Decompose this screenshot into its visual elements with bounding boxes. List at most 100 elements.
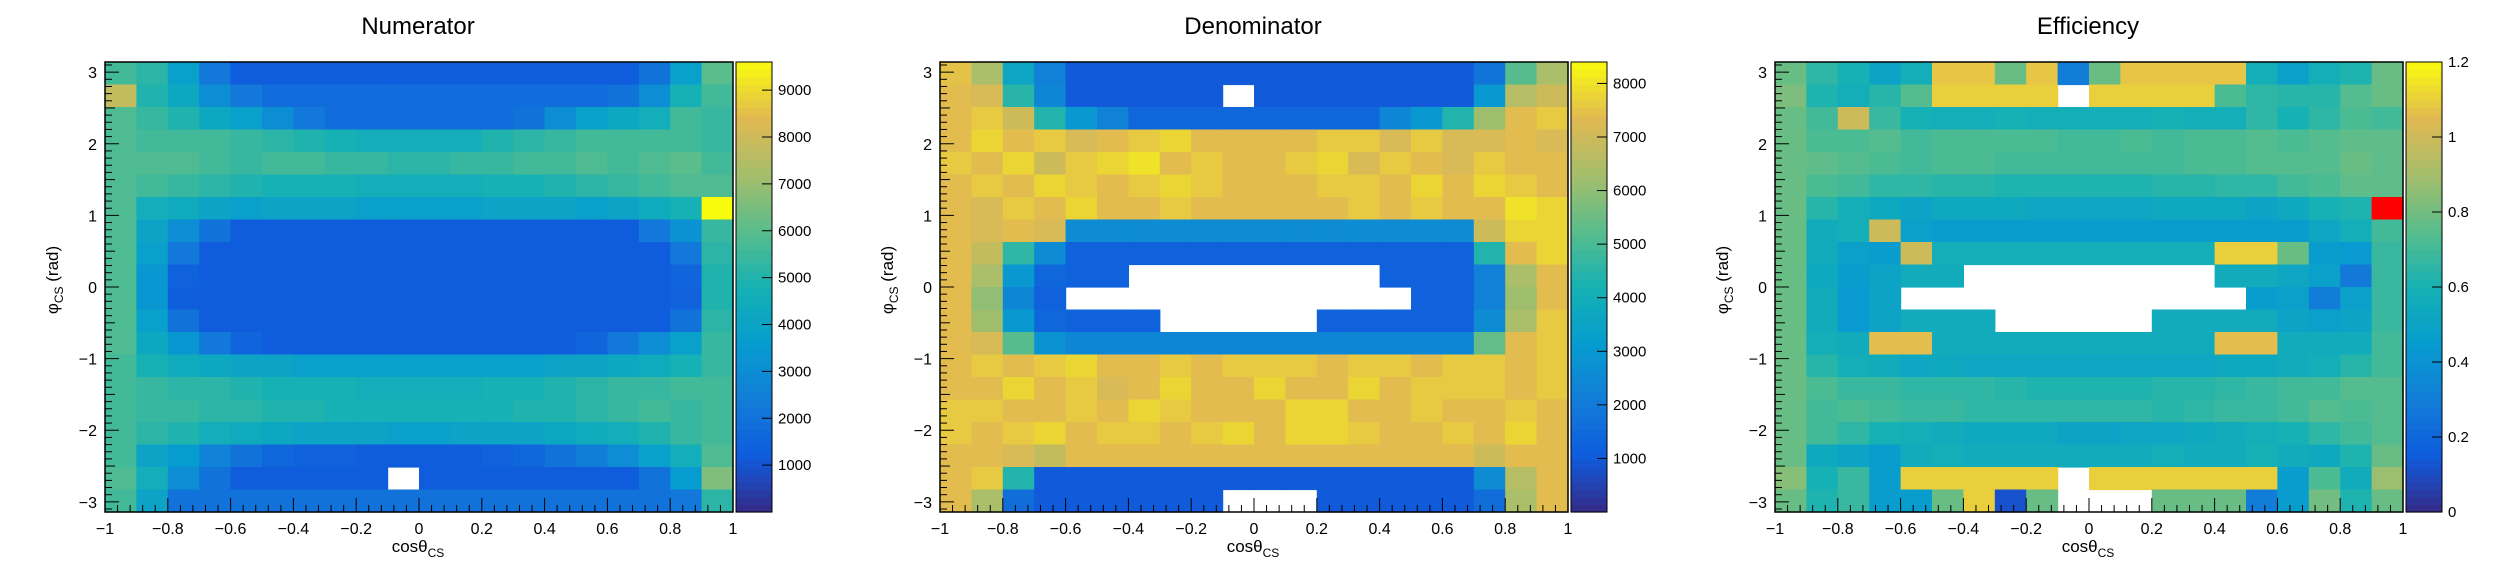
heatmap-cell	[356, 309, 389, 333]
heatmap-cell	[1285, 444, 1318, 468]
heatmap-cell	[2308, 84, 2341, 108]
heatmap-cell	[2151, 354, 2184, 378]
heatmap-cell	[2246, 219, 2278, 243]
heatmap-cell	[2120, 377, 2153, 401]
heatmap-cell	[167, 62, 200, 86]
palette-swatch	[1571, 264, 1607, 273]
heatmap-cell	[971, 377, 1004, 401]
y-axis-title: φCS (rad)	[1713, 246, 1736, 314]
heatmap-cell	[638, 489, 671, 513]
y-tick-label: 2	[88, 137, 97, 154]
heatmap-cell	[293, 287, 326, 311]
heatmap-cell	[1442, 467, 1475, 491]
heatmap-cell	[1775, 489, 1807, 513]
heatmap-cell	[1034, 129, 1067, 153]
heatmap-cell	[230, 399, 263, 423]
heatmap-cell	[387, 309, 420, 333]
heatmap-cell	[1411, 399, 1443, 423]
heatmap-cell	[607, 62, 640, 86]
heatmap-cell	[1222, 152, 1255, 176]
heatmap-cell	[1034, 444, 1067, 468]
heatmap-cell	[701, 62, 734, 86]
heatmap-cell	[1316, 152, 1349, 176]
heatmap-cell	[1034, 377, 1067, 401]
heatmap-cell	[324, 219, 357, 243]
heatmap-cell	[1128, 399, 1161, 423]
heatmap-cell	[1159, 129, 1192, 153]
heatmap-cell	[1411, 174, 1443, 198]
heatmap-cell	[2246, 422, 2278, 446]
heatmap-cell	[199, 354, 232, 378]
heatmap-cell	[105, 332, 137, 356]
heatmap-cell	[576, 422, 608, 446]
palette-swatch	[1571, 84, 1607, 93]
heatmap-cell	[1505, 377, 1538, 401]
heatmap-cell	[1222, 174, 1255, 198]
heatmap-cell	[1837, 287, 1870, 311]
heatmap-cell	[230, 287, 263, 311]
heatmap-cell	[1128, 332, 1161, 356]
heatmap-cell	[262, 489, 294, 513]
heatmap-cell	[1775, 129, 1807, 153]
heatmap-cell	[2057, 152, 2090, 176]
x-axis-title: cosθCS	[392, 537, 445, 560]
heatmap-cell	[2308, 332, 2341, 356]
heatmap-cell	[1191, 332, 1224, 356]
heatmap-cell	[1900, 107, 1933, 131]
heatmap-cell	[105, 422, 137, 446]
heatmap-cell	[1806, 467, 1839, 491]
heatmap-cell	[1806, 107, 1839, 131]
heatmap-cell	[1932, 354, 1964, 378]
heatmap-cell	[1222, 219, 1255, 243]
heatmap-cell	[670, 264, 703, 288]
heatmap-cell	[1505, 129, 1538, 153]
heatmap-cell	[199, 422, 232, 446]
heatmap-cell	[670, 467, 703, 491]
palette-swatch	[1571, 437, 1607, 446]
heatmap-cell	[971, 107, 1004, 131]
palette-swatch	[1571, 219, 1607, 228]
palette-tick-label: 0	[2448, 504, 2456, 521]
heatmap-cell	[293, 377, 326, 401]
heatmap-cell	[1775, 422, 1807, 446]
heatmap-cell	[1254, 107, 1286, 131]
heatmap-cell	[701, 377, 734, 401]
x-tick-label: 0.4	[2203, 521, 2225, 538]
heatmap-cell	[387, 444, 420, 468]
heatmap-cell	[513, 332, 546, 356]
heatmap-cell	[1379, 152, 1412, 176]
x-tick-label: 1	[1564, 521, 1573, 538]
heatmap-cell	[1411, 287, 1443, 311]
heatmap-cell	[1379, 377, 1412, 401]
palette-swatch	[736, 324, 772, 333]
heatmap-cell	[1002, 377, 1035, 401]
heatmap-cell	[1316, 444, 1349, 468]
heatmap-cell	[607, 264, 640, 288]
heatmap-cell	[481, 242, 514, 266]
heatmap-cell	[2340, 309, 2373, 333]
heatmap-cell	[544, 197, 577, 221]
heatmap-cell	[1065, 107, 1098, 131]
heatmap-cell	[1932, 332, 1964, 356]
heatmap-cell	[324, 264, 357, 288]
heatmap-cell	[2026, 467, 2059, 491]
heatmap-cell	[1191, 107, 1224, 131]
heatmap-cell	[513, 309, 546, 333]
heatmap-cell	[199, 377, 232, 401]
heatmap-cell	[1348, 107, 1381, 131]
heatmap-cell	[2183, 489, 2216, 513]
heatmap-cell	[262, 444, 294, 468]
heatmap-cell	[2120, 332, 2153, 356]
heatmap-cell	[1806, 62, 1839, 86]
x-tick-label: −0.6	[215, 521, 247, 538]
heatmap-cell	[481, 287, 514, 311]
heatmap-cell	[356, 107, 389, 131]
heatmap-cell	[513, 84, 546, 108]
heatmap-cell	[1002, 422, 1035, 446]
heatmap-cell	[2089, 422, 2121, 446]
heatmap-cell	[1869, 422, 1902, 446]
heatmap-cell	[1869, 332, 1902, 356]
x-tick-label: −1	[1766, 521, 1784, 538]
heatmap-cell	[701, 489, 734, 513]
heatmap-cell	[1806, 264, 1839, 288]
